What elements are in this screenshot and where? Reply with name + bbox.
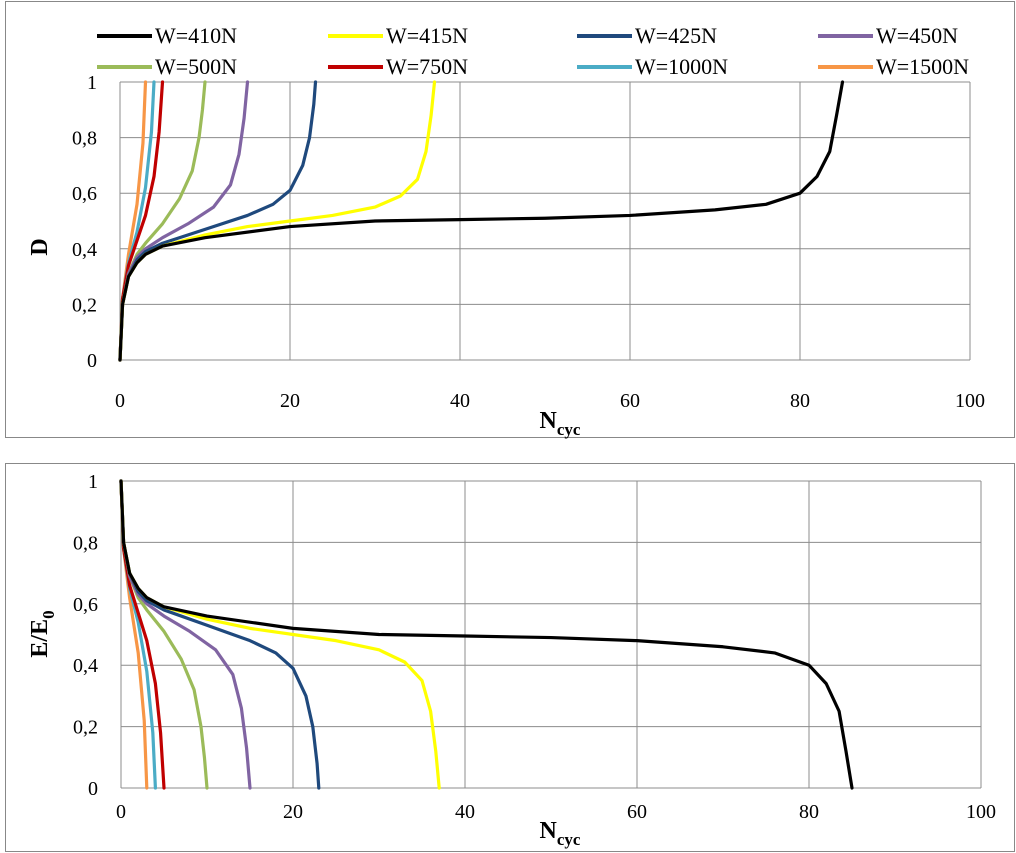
y-axis-label-main: D [27,238,53,255]
x-axis-label-subscript: cyc [557,830,581,849]
legend-label: W=410N [155,23,237,48]
legend-label: W=500N [155,54,237,79]
series-line-w-410n [118,80,845,362]
x-tick-label: 100 [966,801,996,823]
x-axis-label: Ncyc [540,408,581,439]
x-tick-label: 0 [116,801,126,823]
plot-area [121,481,981,788]
y-tick-label: 0,6 [73,594,98,616]
x-tick-label: 40 [450,390,470,412]
y-tick-label: 0,2 [72,294,97,316]
x-tick-label: 80 [790,390,810,412]
legend-item-w-1000n: W=1000N [577,54,728,79]
legend-item-w-1500n: W=1500N [818,54,969,79]
y-tick-label: 0,8 [73,532,98,554]
legend-item-w-410n: W=410N [97,23,237,48]
legend-item-w-415n: W=415N [328,23,468,48]
x-axis-label: Ncyc [540,818,581,849]
y-tick-label: 0 [87,350,97,372]
legend-label: W=1500N [876,54,969,79]
legend-item-w-425n: W=425N [577,23,717,48]
x-tick-label: 20 [280,390,300,412]
x-tick-label: 80 [799,801,819,823]
legend-label: W=1000N [635,54,728,79]
damage-chart: 0 20 40 60 80 100 0 0,2 0,4 0,6 0,8 1 Ncyc D [27,72,985,439]
legend-label: W=450N [876,23,958,48]
x-tick-label: 60 [620,390,640,412]
y-tick-label: 0,4 [72,239,97,261]
y-tick-label: 0,8 [72,128,97,150]
legend-label: W=425N [635,23,717,48]
y-axis-label-main: E/E [27,619,53,658]
y-tick-label: 1 [88,471,98,493]
legend-item-w-450n: W=450N [818,23,958,48]
x-axis-label-subscript: cyc [557,420,581,439]
y-tick-label: 1 [87,72,97,94]
series-line-w-410n [119,479,854,790]
y-tick-label: 0,6 [72,183,97,205]
x-axis-label-main: N [540,408,558,434]
legend-item-w-750n: W=750N [328,54,468,79]
plot-area [120,82,970,360]
x-tick-label: 20 [283,801,303,823]
y-tick-label: 0 [88,778,98,800]
y-tick-label: 0,2 [73,717,98,739]
chart-legend: W=410N W=415N W=425N W=450N W=500N W=750N W=10… [97,23,969,79]
x-tick-label: 0 [115,390,125,412]
y-axis-label-subscript: 0 [39,610,58,619]
legend-label: W=750N [386,54,468,79]
y-axis-label: E/E0 [27,610,58,657]
x-tick-label: 60 [627,801,647,823]
x-tick-label: 40 [455,801,475,823]
x-axis-label-main: N [540,818,558,844]
y-tick-label: 0,4 [73,655,98,677]
y-axis-label: D [27,238,53,255]
legend-item-w-500n: W=500N [97,54,237,79]
x-tick-label: 100 [955,390,985,412]
legend-label: W=415N [386,23,468,48]
